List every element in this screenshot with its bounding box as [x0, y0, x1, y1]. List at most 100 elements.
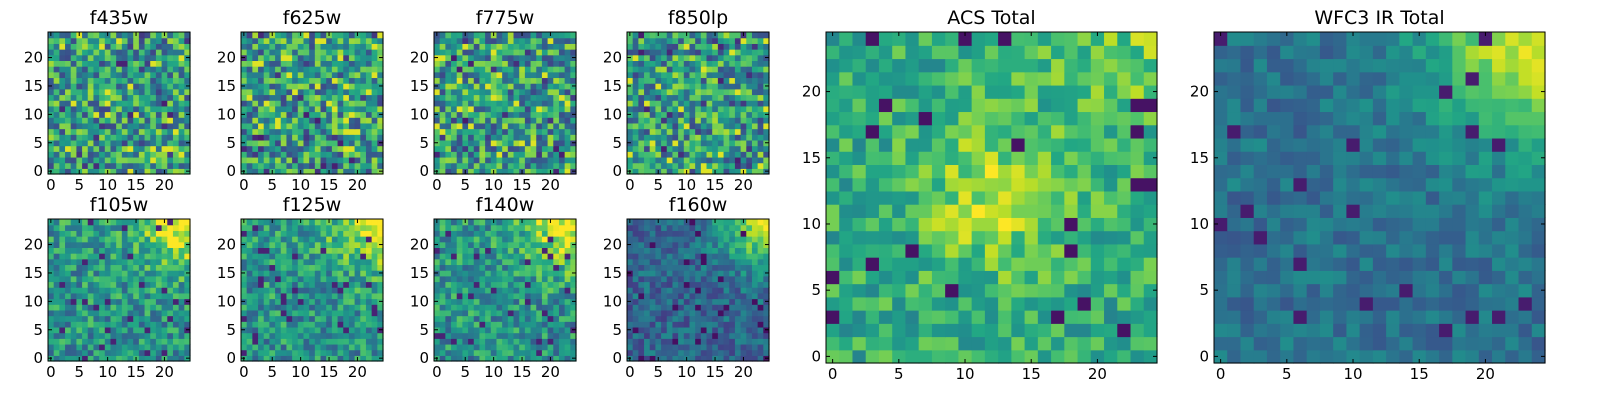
heatmap-cell: [53, 270, 60, 277]
heatmap-cell: [649, 168, 656, 175]
heatmap-cell: [751, 54, 759, 61]
panel-title: f140w: [476, 194, 535, 216]
heatmap-cell: [451, 332, 458, 339]
heatmap-cell: [59, 332, 66, 339]
heatmap-cell: [666, 83, 674, 90]
heatmap-cell: [632, 60, 639, 67]
heatmap-cell: [110, 253, 117, 260]
heatmap-cell: [655, 298, 662, 305]
heatmap-cell: [530, 321, 537, 328]
heatmap-cell: [116, 247, 123, 254]
heatmap-cell: [547, 139, 554, 147]
heatmap-cell: [678, 326, 685, 334]
heatmap-cell: [746, 156, 753, 164]
heatmap-cell: [729, 122, 736, 130]
heatmap-cell: [757, 117, 764, 124]
heatmap-cell: [93, 49, 100, 56]
y-tick-label: 15: [24, 264, 43, 282]
heatmap-cell: [110, 54, 117, 61]
heatmap-cell: [252, 128, 259, 135]
heatmap-cell: [87, 270, 95, 277]
heatmap-cell: [377, 349, 384, 356]
heatmap-cell: [331, 145, 339, 152]
heatmap-cell: [519, 298, 526, 305]
heatmap-cell: [757, 37, 764, 44]
heatmap-cell: [172, 292, 180, 300]
heatmap-cell: [445, 304, 452, 311]
heatmap-cell: [155, 37, 163, 44]
heatmap-cell: [138, 343, 146, 351]
heatmap-cell: [519, 100, 526, 107]
heatmap-cell: [507, 88, 515, 96]
heatmap-cell: [740, 66, 747, 73]
heatmap-cell: [490, 128, 498, 135]
heatmap-cell: [53, 355, 60, 362]
heatmap-cell: [161, 151, 168, 158]
heatmap-cell: [59, 219, 66, 226]
heatmap-cell: [184, 49, 191, 56]
heatmap-cell: [649, 49, 656, 56]
heatmap-cell: [377, 264, 384, 271]
heatmap-cell: [65, 230, 72, 237]
heatmap-cell: [740, 88, 747, 96]
heatmap-cell: [161, 230, 168, 237]
heatmap-cell: [661, 304, 668, 311]
heatmap-cell: [121, 258, 129, 266]
heatmap-cell: [638, 162, 645, 169]
heatmap-cell: [490, 230, 498, 237]
heatmap-cell: [553, 304, 560, 311]
heatmap-cell: [485, 32, 492, 39]
heatmap-cell: [297, 66, 305, 73]
heatmap-cell: [292, 49, 299, 56]
heatmap-cell: [734, 162, 742, 169]
heatmap-cell: [496, 156, 503, 164]
heatmap-cell: [99, 332, 106, 339]
heatmap-cell: [627, 71, 634, 79]
heatmap-cell: [365, 128, 373, 135]
heatmap-cell: [513, 71, 520, 79]
heatmap-cell: [678, 332, 685, 339]
heatmap-cell: [48, 343, 55, 351]
heatmap-cell: [104, 236, 112, 243]
heatmap-cell: [541, 281, 549, 288]
heatmap-cell: [672, 71, 679, 79]
heatmap-cell: [445, 71, 452, 79]
heatmap-cell: [695, 77, 702, 84]
heatmap-cell: [53, 100, 60, 107]
heatmap-cell: [269, 321, 276, 328]
heatmap-cell: [683, 145, 691, 152]
heatmap-cell: [655, 343, 662, 351]
heatmap-cell: [116, 32, 123, 39]
heatmap-cell: [343, 253, 350, 260]
heatmap-cell: [241, 275, 248, 283]
heatmap-cell: [275, 304, 282, 311]
heatmap-cell: [331, 298, 339, 305]
heatmap-cell: [65, 151, 72, 158]
heatmap-cell: [678, 168, 685, 175]
heatmap-cell: [269, 298, 276, 305]
heatmap-cell: [524, 139, 532, 147]
heatmap-cell: [502, 145, 509, 152]
heatmap-cell: [133, 298, 140, 305]
heatmap-cell: [712, 275, 719, 283]
heatmap-cell: [326, 321, 333, 328]
heatmap-cell: [87, 219, 95, 226]
heatmap-cell: [331, 60, 339, 67]
heatmap-cell: [354, 298, 361, 305]
heatmap-cell: [172, 83, 180, 90]
heatmap-cell: [507, 37, 515, 44]
heatmap-cell: [678, 162, 685, 169]
heatmap-cell: [717, 43, 725, 50]
heatmap-cell: [536, 60, 543, 67]
heatmap-cell: [150, 145, 157, 152]
heatmap-cell: [462, 224, 469, 231]
heatmap-cell: [76, 122, 83, 130]
heatmap-cell: [751, 338, 759, 345]
heatmap-cell: [303, 145, 310, 152]
heatmap-cell: [734, 145, 742, 152]
heatmap-cell: [519, 117, 526, 124]
heatmap-cell: [269, 156, 276, 164]
heatmap-cell: [519, 94, 526, 101]
heatmap-cell: [110, 151, 117, 158]
y-tick-label: 15: [217, 77, 236, 95]
